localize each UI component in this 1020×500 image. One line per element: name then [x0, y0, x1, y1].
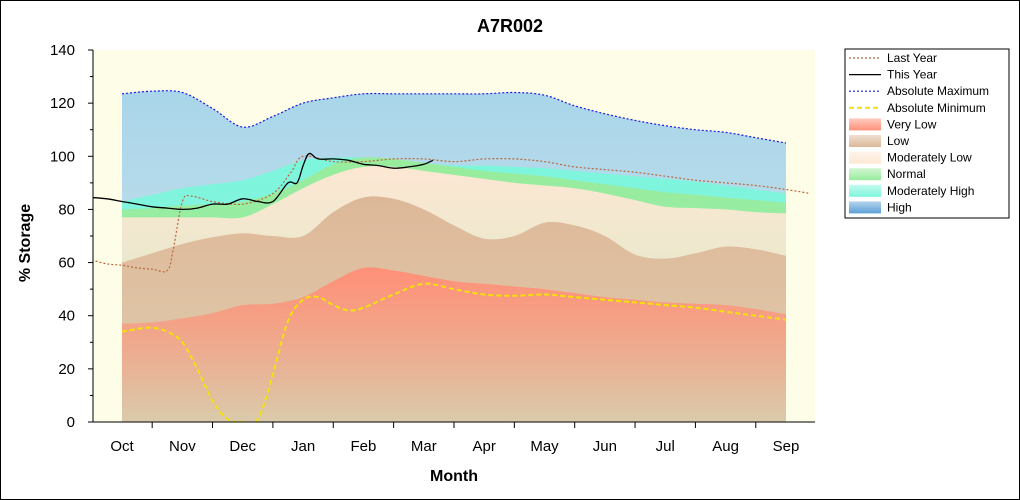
legend-label-moderately-low: Moderately Low	[887, 151, 972, 165]
series-last-year	[93, 155, 811, 273]
x-tick-label: May	[530, 438, 559, 455]
legend-label-this-year: This Year	[887, 68, 937, 82]
x-tick-label: Mar	[411, 438, 437, 455]
y-tick-label: 80	[58, 201, 75, 218]
x-tick-label: Aug	[712, 438, 739, 455]
legend-swatch-very-low	[849, 118, 881, 131]
y-tick-label: 140	[50, 42, 75, 59]
legend-swatch-moderately-high	[849, 184, 881, 197]
series-this-year	[93, 152, 434, 211]
y-axis-label: % Storage	[17, 204, 34, 282]
legend-swatch-normal	[849, 168, 881, 181]
x-tick-label: Dec	[229, 438, 256, 455]
legend-label-very-low: Very Low	[887, 117, 937, 131]
legend-swatch-high	[849, 201, 881, 214]
y-tick-label: 120	[50, 95, 75, 112]
legend-label-normal: Normal	[887, 167, 926, 181]
x-tick-label: Oct	[110, 438, 134, 455]
y-tick-label: 0	[67, 414, 75, 431]
legend-label-absolute-minimum: Absolute Minimum	[887, 101, 986, 115]
y-tick-label: 40	[58, 308, 75, 325]
legend-label-absolute-maximum: Absolute Maximum	[887, 84, 989, 98]
x-tick-label: Jul	[656, 438, 675, 455]
band-very-low	[122, 267, 786, 422]
legend-swatch-low	[849, 135, 881, 147]
x-axis-label: Month	[430, 468, 478, 485]
legend-swatch-moderately-low	[849, 151, 881, 164]
chart-title: A7R002	[477, 16, 543, 36]
y-tick-label: 60	[58, 255, 75, 272]
series-absolute-maximum	[121, 90, 787, 144]
x-tick-label: Feb	[351, 438, 377, 455]
legend-label-low: Low	[887, 134, 909, 148]
x-tick-label: Nov	[169, 438, 196, 455]
legend-label-last-year: Last Year	[887, 51, 937, 65]
y-tick-label: 100	[50, 148, 75, 165]
plot-area: 0 20 40 60 80 100 120 140 Oct Nov Dec Jan Feb Mar Apr M…	[50, 42, 815, 455]
y-tick-label: 20	[58, 361, 75, 378]
legend-label-moderately-high: Moderately High	[887, 184, 974, 198]
x-tick-label: Jun	[593, 438, 617, 455]
x-tick-label: Apr	[472, 438, 495, 455]
legend: Last Year This Year Absolute Maximum Absolu…	[844, 48, 1010, 219]
legend-label-high: High	[887, 200, 912, 214]
series-absolute-minimum	[121, 282, 787, 422]
x-tick-label: Sep	[773, 438, 800, 455]
x-tick-label: Jan	[291, 438, 315, 455]
